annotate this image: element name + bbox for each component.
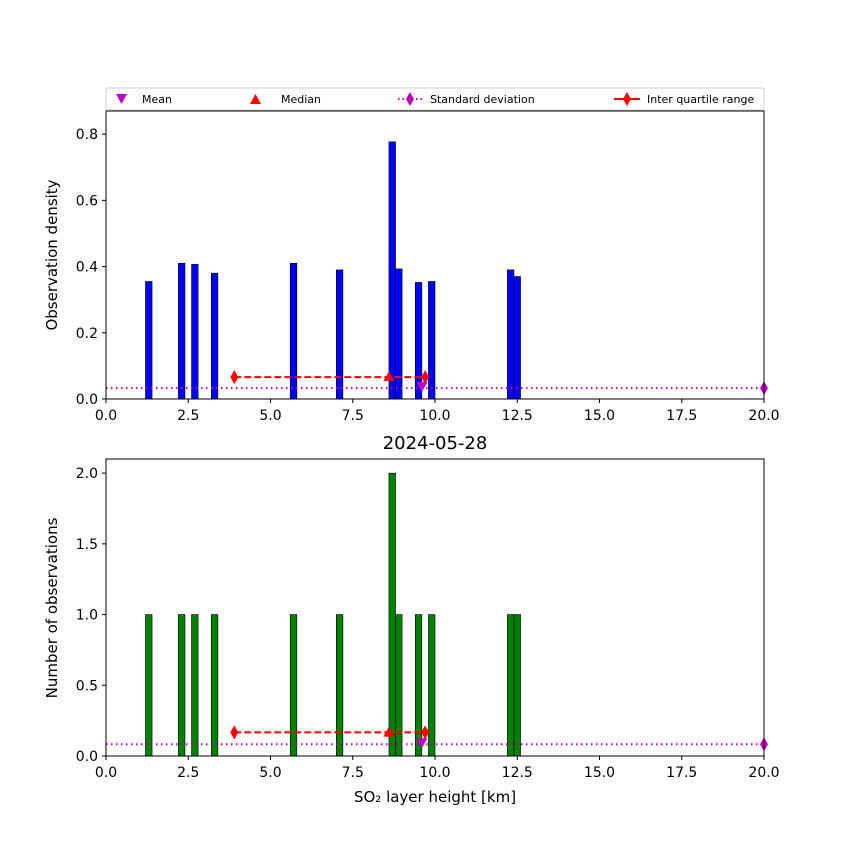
count-y-tick-label: 0.0 xyxy=(76,749,98,765)
count-x-tick-label: 17.5 xyxy=(666,765,697,781)
density-x-tick-label: 17.5 xyxy=(666,408,697,424)
density-bars xyxy=(145,141,521,400)
count-y-axis-label: Number of observations xyxy=(43,517,61,698)
count-y-tick-label: 0.5 xyxy=(76,678,98,694)
count-median-marker xyxy=(383,726,395,737)
count-x-tick-label: 12.5 xyxy=(502,765,533,781)
legend-iqr-label: Inter quartile range xyxy=(647,93,754,106)
count-bar xyxy=(428,614,436,757)
legend-median-label: Median xyxy=(281,93,321,106)
density-chart: 0.0 2.5 5.0 7.5 10.0 12.5 15.0 17.5 20.0 0.00.20… xyxy=(43,110,780,424)
count-chart-title: 2024-05-28 xyxy=(383,433,488,454)
density-x-tick-label: 15.0 xyxy=(584,408,615,424)
count-bar xyxy=(507,614,515,757)
count-iqr-marker xyxy=(421,725,430,740)
count-overlays xyxy=(106,725,768,752)
count-x-tick-label: 20.0 xyxy=(748,765,779,781)
density-bar xyxy=(210,272,219,400)
count-y-tick-label: 2.0 xyxy=(76,466,98,482)
density-x-tick-label: 20.0 xyxy=(748,408,779,424)
density-bar xyxy=(414,282,423,400)
count-x-axis-label: SO₂ layer height [km] xyxy=(354,788,516,806)
count-x-tick-label: 10.0 xyxy=(419,765,450,781)
count-bar xyxy=(335,614,344,757)
count-x-tick-label: 7.5 xyxy=(342,765,364,781)
density-y-tick-label: 0.8 xyxy=(76,127,98,143)
density-y-tick-label: 0.2 xyxy=(76,326,98,342)
count-y-tick-label: 1.5 xyxy=(76,537,98,553)
legend-stddev-marker xyxy=(406,92,414,106)
count-bar xyxy=(289,614,298,757)
legend-median-marker xyxy=(250,94,261,104)
density-bar xyxy=(395,268,403,400)
count-x-ticks: 0.0 2.5 5.0 7.5 10.0 12.5 15.0 17.5 20.0 xyxy=(95,756,780,781)
legend-stddev-label: Standard deviation xyxy=(430,93,535,106)
count-iqr-marker xyxy=(230,725,239,740)
count-bars xyxy=(145,472,521,757)
density-y-tick-label: 0.4 xyxy=(76,260,98,276)
count-bar xyxy=(178,614,186,757)
density-x-tick-label: 10.0 xyxy=(419,408,450,424)
count-x-tick-label: 0.0 xyxy=(95,765,117,781)
density-y-ticks: 0.0 0.2 0.4 0.6 0.8 xyxy=(76,127,106,408)
density-y-tick-label: 0.6 xyxy=(76,193,98,209)
density-x-tick-label: 12.5 xyxy=(502,408,533,424)
density-x-ticks: 0.0 2.5 5.0 7.5 10.0 12.5 15.0 17.5 20.0 xyxy=(95,399,780,424)
legend-mean-label: Mean xyxy=(142,93,172,106)
density-bar xyxy=(145,281,153,400)
count-x-tick-label: 5.0 xyxy=(259,765,281,781)
count-chart: 2024-05-28 0.0 2.5 5.0 7.5 10.0 12.5 15.0 17.5 2… xyxy=(43,433,780,806)
density-bar xyxy=(428,281,436,400)
count-y-tick-label: 1.0 xyxy=(76,608,98,624)
count-bar xyxy=(210,614,219,757)
count-bar xyxy=(395,614,403,757)
density-mean-marker xyxy=(416,382,428,393)
legend-mean-marker xyxy=(116,94,127,104)
density-y-axis-label: Observation density xyxy=(43,179,61,330)
count-bar xyxy=(414,614,423,757)
count-bar xyxy=(513,614,521,757)
density-bar xyxy=(178,262,186,400)
legend-iqr-marker xyxy=(623,92,631,106)
density-bar xyxy=(289,262,298,400)
density-x-tick-label: 7.5 xyxy=(342,408,364,424)
count-bar xyxy=(388,472,396,757)
count-bar xyxy=(191,614,199,757)
density-median-marker xyxy=(383,371,395,382)
density-bar xyxy=(388,141,396,400)
density-iqr-marker xyxy=(230,370,239,385)
legend: Mean Median Standard deviation Inter qua… xyxy=(105,87,765,111)
density-x-tick-label: 5.0 xyxy=(259,408,281,424)
count-bar xyxy=(145,614,153,757)
count-y-ticks: 0.0 0.5 1.0 1.5 2.0 xyxy=(76,466,106,765)
density-bar xyxy=(507,269,515,400)
density-iqr-marker xyxy=(421,370,430,385)
count-x-tick-label: 2.5 xyxy=(177,765,199,781)
count-x-tick-label: 15.0 xyxy=(584,765,615,781)
legend-frame xyxy=(105,87,765,111)
density-overlays xyxy=(106,370,768,396)
density-x-tick-label: 2.5 xyxy=(177,408,199,424)
density-bar xyxy=(191,263,199,400)
density-x-tick-label: 0.0 xyxy=(95,408,117,424)
density-bar xyxy=(335,269,344,400)
count-mean-marker xyxy=(416,738,428,749)
density-y-tick-label: 0.0 xyxy=(76,392,98,408)
density-bar xyxy=(513,276,521,400)
